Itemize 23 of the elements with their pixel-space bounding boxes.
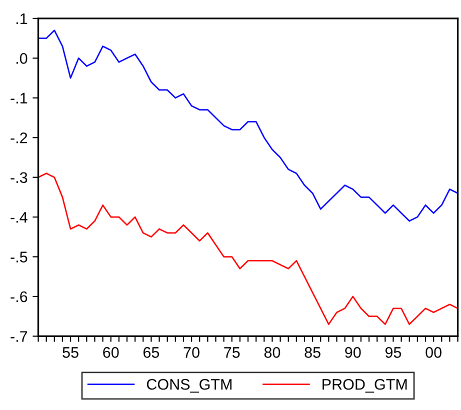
y-tick-label: .0 [16,53,28,64]
x-tick-label: 90 [345,347,361,358]
y-tick-label: -.1 [10,92,28,104]
y-tick-label: -.3 [10,172,28,184]
y-tick-label: -.2 [10,132,28,144]
x-tick-label: 60 [103,347,119,358]
x-tick-label: 65 [143,347,160,358]
y-tick-label: -.7 [10,331,28,342]
legend-label: CONS_GTM [146,378,232,393]
x-tick-label: 80 [264,347,280,358]
y-tick-label: -.6 [10,291,28,302]
legend-label: PROD_GTM [322,378,407,393]
x-tick-label: 00 [426,347,442,358]
x-tick-label: 95 [385,347,402,358]
line-series [38,172,458,325]
x-tick-label: 70 [184,347,200,358]
y-tick-label: -.4 [10,212,28,223]
y-tick-label: .1 [16,13,28,24]
x-tick-label: 55 [62,347,78,358]
line-series [38,30,458,222]
x-tick-label: 75 [224,347,240,358]
x-tick-label: 85 [304,347,320,358]
y-tick-label: -.5 [10,252,28,262]
